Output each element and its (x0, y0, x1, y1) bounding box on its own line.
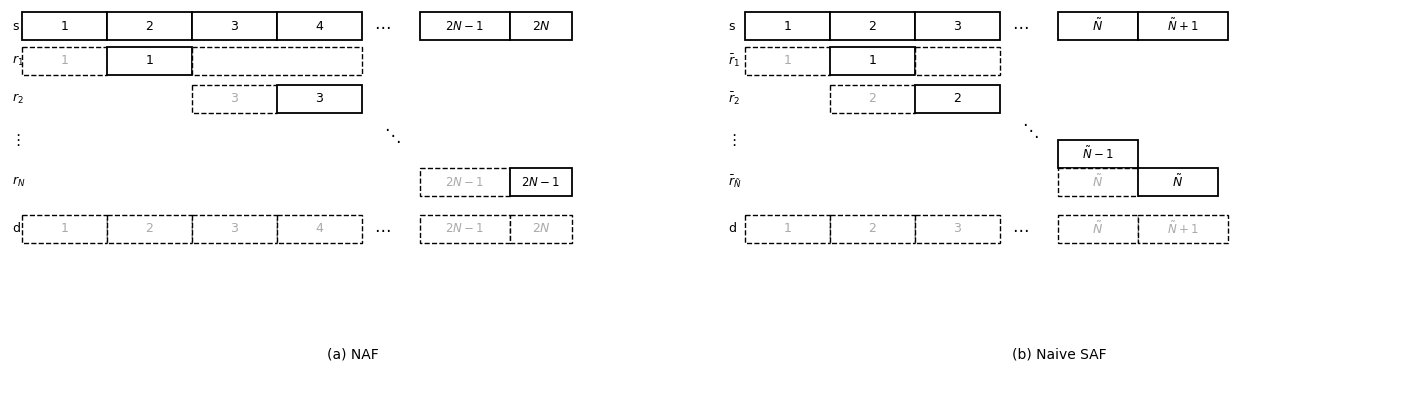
Text: 1: 1 (61, 222, 68, 235)
Text: 1: 1 (784, 222, 791, 235)
Text: $\tilde{N}$: $\tilde{N}$ (1092, 221, 1104, 237)
Bar (107, 12, 192, 40)
Text: 1: 1 (784, 19, 791, 32)
Text: (b) Naive SAF: (b) Naive SAF (1013, 348, 1106, 362)
Bar (420, 168, 510, 196)
Text: $\ddots$: $\ddots$ (384, 126, 400, 145)
Bar (745, 215, 829, 243)
Bar (916, 47, 1000, 75)
Text: 2: 2 (954, 92, 961, 105)
Bar (277, 12, 362, 40)
Text: $2N-1$: $2N-1$ (445, 222, 485, 235)
Bar (829, 47, 916, 75)
Text: $\bar{r}_{\tilde{N}}$: $\bar{r}_{\tilde{N}}$ (728, 174, 742, 190)
Text: 3: 3 (230, 222, 239, 235)
Text: d: d (728, 222, 736, 235)
Text: $r_N$: $r_N$ (11, 175, 25, 189)
Text: 3: 3 (230, 92, 239, 105)
Bar (510, 12, 572, 40)
Text: $r_2$: $r_2$ (11, 92, 24, 106)
Text: $\tilde{N}$: $\tilde{N}$ (1173, 174, 1184, 190)
Bar (829, 12, 916, 40)
Bar (1137, 168, 1218, 196)
Text: $2N$: $2N$ (531, 19, 551, 32)
Bar (829, 215, 916, 243)
Text: $\bar{r}_2$: $\bar{r}_2$ (728, 91, 740, 107)
Bar (277, 85, 362, 113)
Text: 1: 1 (61, 55, 68, 68)
Bar (916, 12, 1000, 40)
Text: $\vdots$: $\vdots$ (726, 132, 736, 149)
Text: 1: 1 (61, 19, 68, 32)
Text: $r_1$: $r_1$ (11, 54, 24, 68)
Bar (192, 47, 362, 75)
Text: $\cdots$: $\cdots$ (1012, 220, 1029, 238)
Text: 2: 2 (146, 222, 154, 235)
Text: $\tilde{N}+1$: $\tilde{N}+1$ (1167, 221, 1198, 237)
Bar (192, 215, 277, 243)
Bar (829, 85, 916, 113)
Text: 1: 1 (869, 55, 876, 68)
Bar (1137, 215, 1228, 243)
Bar (23, 12, 107, 40)
Text: $\tilde{N}$: $\tilde{N}$ (1092, 18, 1104, 34)
Text: 4: 4 (315, 19, 324, 32)
Bar (192, 85, 277, 113)
Bar (23, 215, 107, 243)
Text: 3: 3 (315, 92, 324, 105)
Text: $2N$: $2N$ (531, 222, 551, 235)
Text: $\tilde{N}$: $\tilde{N}$ (1092, 174, 1104, 190)
Bar (1058, 12, 1137, 40)
Text: $\cdots$: $\cdots$ (373, 17, 390, 35)
Text: (a) NAF: (a) NAF (328, 348, 379, 362)
Bar (1058, 168, 1137, 196)
Bar (107, 215, 192, 243)
Text: $2N-1$: $2N-1$ (521, 175, 561, 188)
Bar (1058, 140, 1137, 168)
Bar (745, 12, 829, 40)
Bar (420, 12, 510, 40)
Text: 1: 1 (146, 55, 154, 68)
Text: $2N-1$: $2N-1$ (445, 19, 485, 32)
Bar (192, 12, 277, 40)
Text: 3: 3 (230, 19, 239, 32)
Text: $\tilde{N}+1$: $\tilde{N}+1$ (1167, 18, 1198, 34)
Text: d: d (11, 222, 20, 235)
Bar (916, 85, 1000, 113)
Bar (277, 215, 362, 243)
Text: 3: 3 (954, 222, 961, 235)
Bar (107, 47, 192, 75)
Text: 4: 4 (315, 222, 324, 235)
Text: $\tilde{N}-1$: $\tilde{N}-1$ (1082, 146, 1113, 162)
Text: $\vdots$: $\vdots$ (10, 132, 20, 149)
Bar (510, 215, 572, 243)
Text: 3: 3 (954, 19, 961, 32)
Text: $\bar{r}_1$: $\bar{r}_1$ (728, 53, 740, 69)
Text: 2: 2 (869, 92, 876, 105)
Bar (420, 215, 510, 243)
Text: $\cdots$: $\cdots$ (373, 220, 390, 238)
Text: s: s (728, 19, 735, 32)
Text: s: s (11, 19, 18, 32)
Text: $\ddots$: $\ddots$ (1022, 121, 1039, 140)
Bar (510, 168, 572, 196)
Text: 1: 1 (784, 55, 791, 68)
Bar (1137, 12, 1228, 40)
Bar (916, 215, 1000, 243)
Bar (23, 47, 107, 75)
Text: 2: 2 (869, 19, 876, 32)
Bar (745, 47, 829, 75)
Text: $2N-1$: $2N-1$ (445, 175, 485, 188)
Bar (1058, 215, 1137, 243)
Text: $\cdots$: $\cdots$ (1012, 17, 1029, 35)
Text: 2: 2 (869, 222, 876, 235)
Text: 2: 2 (146, 19, 154, 32)
